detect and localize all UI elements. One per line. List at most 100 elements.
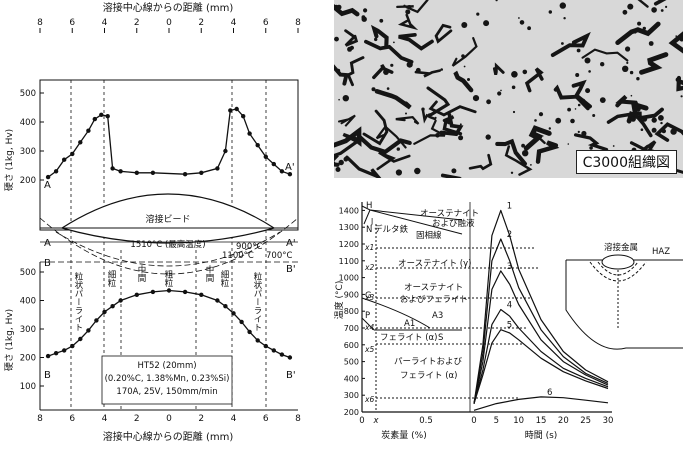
temp-1100-label: 1100°C: [222, 251, 254, 261]
micro-particle: [567, 108, 571, 112]
micro-particle: [631, 116, 636, 121]
micro-particle: [407, 5, 411, 9]
micro-particle: [476, 13, 479, 16]
micro-particle: [339, 160, 344, 165]
micro-particle: [555, 118, 561, 124]
temperature-tick: 600: [344, 341, 359, 350]
micro-particle: [652, 117, 657, 122]
micro-particle: [622, 66, 628, 72]
hardness-point-b: [46, 354, 50, 358]
micro-particle: [661, 9, 664, 12]
bottom-distance-tick: 4: [102, 414, 108, 424]
lower-hardness-tick: 300: [20, 325, 36, 335]
micro-particle: [631, 95, 633, 97]
micro-particle: [486, 99, 491, 104]
phase-s: S: [438, 333, 443, 343]
bead-label: 溶接ビード: [145, 213, 190, 225]
micro-particle: [372, 87, 376, 91]
hardness-point-a: [62, 158, 66, 162]
micro-particle: [467, 78, 470, 81]
top-distance-tick: 4: [231, 18, 237, 28]
zone-labels: 細粒 中間 粗粒 中間 細粒 粒状パーライト 粒状パーライト: [73, 264, 262, 331]
top-distance-tick: 0: [166, 18, 172, 28]
bottom-distance-tick: 2: [134, 414, 140, 424]
hardness-point-b: [94, 318, 98, 322]
zone-pearlite-right: 粒状パーライト: [252, 271, 262, 331]
lower-ylabel: 硬さ (1kg, Hv): [4, 309, 15, 371]
micro-particle: [651, 7, 657, 13]
micro-particle: [534, 119, 537, 122]
hardness-point-b: [118, 298, 122, 302]
phase-aust-ferrite-1: オーステナイト: [404, 283, 463, 293]
temperature-tick: 800: [344, 307, 359, 316]
lower-hardness-tick: 400: [20, 297, 36, 307]
micro-particle: [634, 31, 637, 34]
micro-particle: [440, 68, 443, 71]
thermal-cycle-label: 3: [507, 262, 512, 272]
micro-particle: [512, 86, 516, 90]
micro-particle: [421, 108, 424, 111]
micro-particle: [600, 97, 606, 103]
hardness-point-a: [118, 169, 122, 173]
temperature-tick: 500: [344, 358, 359, 367]
spec-line-1: HT52 (20mm): [137, 361, 196, 371]
hardness-point-b: [239, 320, 243, 324]
phase-delta: デルタ鉄: [374, 224, 409, 235]
micro-particle: [513, 111, 515, 113]
thermal-cycle-curve: [474, 310, 608, 404]
micro-particle: [568, 143, 570, 145]
phase-pearlite-2: フェライト (α): [400, 371, 457, 381]
micro-particle: [497, 91, 501, 95]
micro-particle: [636, 77, 639, 80]
hardness-point-b: [151, 290, 155, 294]
micro-particle: [613, 145, 615, 147]
micro-particle: [435, 117, 437, 119]
micro-particle: [511, 71, 518, 78]
hardness-point-a: [110, 166, 114, 170]
micro-particle: [563, 17, 565, 19]
curve-b-prime-label: B': [286, 370, 296, 381]
micro-particle: [486, 134, 491, 139]
hardness-point-b: [54, 351, 58, 355]
section-a-label: A: [44, 238, 51, 249]
micro-particle: [343, 95, 349, 101]
bottom-distance-tick: 6: [263, 414, 269, 424]
hardness-point-a: [78, 140, 82, 144]
micro-particle: [414, 168, 420, 174]
micro-particle: [390, 64, 393, 67]
micro-particle: [523, 70, 528, 75]
temperature-tick: 1400: [339, 206, 359, 215]
micro-particle: [334, 37, 339, 42]
micro-particle: [578, 131, 580, 133]
carbon-ticks: 0 x 0.5: [359, 416, 432, 426]
time-tick: 25: [580, 416, 591, 426]
top-distance-tick: 2: [134, 18, 140, 28]
hardness-point-b: [110, 304, 114, 308]
hardness-point-b: [264, 344, 268, 348]
hardness-point-a: [256, 143, 260, 147]
bottom-distance-tick: 8: [295, 414, 301, 424]
weld-metal-label: 溶接金属: [604, 242, 638, 253]
micro-particle: [405, 9, 410, 14]
micro-particle: [592, 114, 595, 117]
micro-particle: [641, 128, 644, 131]
micro-particle: [561, 42, 564, 45]
phase-a1: A1: [404, 319, 415, 329]
micro-particle: [670, 128, 676, 134]
hardness-point-a: [99, 113, 103, 117]
micrograph-image: C3000組織図: [334, 0, 683, 178]
temperature-tick: 700: [344, 324, 359, 333]
phase-austenite: オーステナイト (γ): [398, 259, 471, 269]
thermal-cycle-curves: [474, 210, 608, 410]
temperature-tick: 1200: [339, 240, 359, 249]
hardness-point-b: [256, 338, 260, 342]
micro-particle: [521, 144, 525, 148]
micro-particle: [500, 90, 502, 92]
lower-hardness-tick: 500: [20, 268, 36, 278]
top-axis-title: 溶接中心線からの距離 (mm): [103, 1, 234, 14]
hardness-point-a: [199, 171, 203, 175]
micro-particle: [530, 164, 532, 166]
micro-particle: [393, 42, 395, 44]
hardness-point-b: [70, 344, 74, 348]
